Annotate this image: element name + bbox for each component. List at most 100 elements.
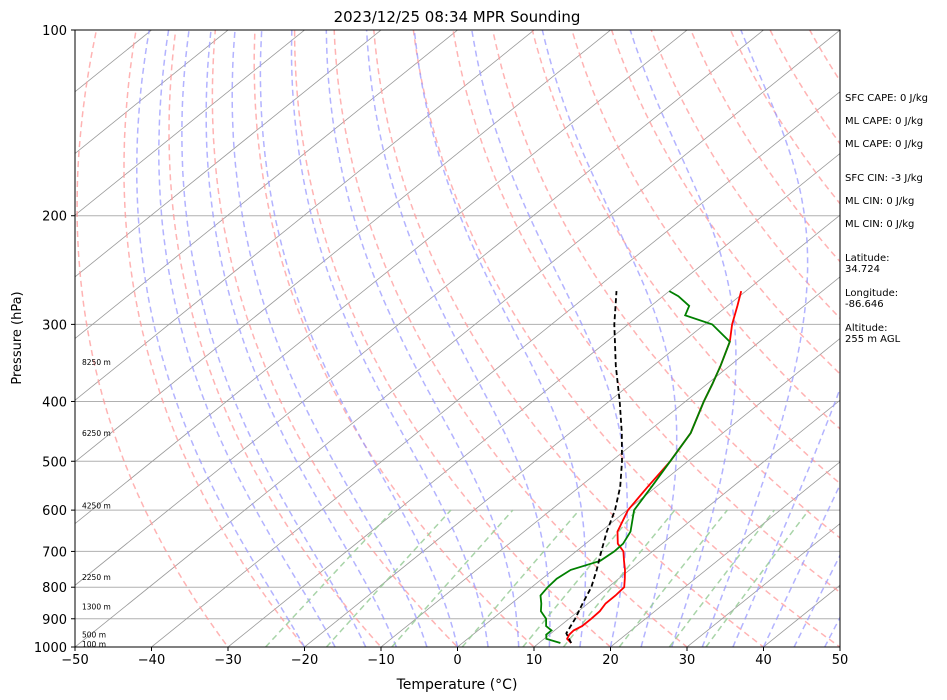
y-tick-label: 800 xyxy=(42,581,67,596)
dry-adiabat-line xyxy=(920,16,947,660)
temperature-profile-line xyxy=(566,290,743,644)
dry-adiabat-line xyxy=(211,30,459,647)
mixing-ratio-line xyxy=(391,509,514,647)
moist-adiabat-line xyxy=(205,30,398,647)
ml-cape-text-2: ML CAPE: 0 J/kg xyxy=(845,139,924,150)
dry-adiabat-line xyxy=(373,30,765,647)
height-label: 6250 m xyxy=(82,429,111,438)
y-tick-label: 400 xyxy=(42,395,67,410)
y-tick-label: 900 xyxy=(42,613,67,628)
ml-cin-text-2: ML CIN: 0 J/kg xyxy=(845,219,915,230)
isotherm-line xyxy=(75,30,688,525)
height-label: 500 m xyxy=(82,631,106,640)
y-tick-label: 200 xyxy=(42,210,67,225)
isotherm-line xyxy=(75,30,765,586)
mixing-ratio-line xyxy=(461,509,580,647)
moist-adiabat-line xyxy=(136,30,306,647)
moist-adiabat-line xyxy=(290,30,489,647)
height-label: 2250 m xyxy=(82,573,111,582)
dry-adiabat-line xyxy=(293,30,612,647)
ml-cin-text: ML CIN: 0 J/kg xyxy=(845,196,915,207)
isotherm-line xyxy=(303,214,840,647)
isotherm-line xyxy=(227,152,840,647)
moist-adiabat-line xyxy=(413,30,587,647)
moist-adiabat-line xyxy=(365,30,551,647)
parcel-profile-line xyxy=(565,291,623,644)
y-tick-label: 700 xyxy=(42,545,67,560)
isotherm-line xyxy=(75,30,306,216)
y-tick-label: 300 xyxy=(42,318,67,333)
dry-adiabat-line xyxy=(689,30,840,263)
x-tick-label: 30 xyxy=(679,653,696,668)
isotherm-line xyxy=(75,30,382,278)
x-tick-label: −10 xyxy=(367,653,394,668)
background-lines xyxy=(75,16,947,660)
isotherm-line xyxy=(533,399,840,647)
chart-title: 2023/12/25 08:34 MPR Sounding xyxy=(334,8,581,26)
moist-adiabat-line xyxy=(471,30,629,647)
isotherm-line xyxy=(380,276,840,647)
x-tick-label: 10 xyxy=(526,653,543,668)
dewpoint-profile-line xyxy=(539,290,731,644)
x-tick-label: 50 xyxy=(832,653,849,668)
y-tick-label: 500 xyxy=(42,455,67,470)
height-label: 8250 m xyxy=(82,358,111,367)
isotherm-line xyxy=(75,30,535,401)
sfc-cape-text: SFC CAPE: 0 J/kg xyxy=(845,93,928,104)
altitude-label: Altitude: xyxy=(845,323,888,334)
data-lines xyxy=(539,290,743,644)
y-tick-label: 100 xyxy=(42,24,67,39)
mixing-ratio-line xyxy=(668,509,775,647)
y-tick-label: 1000 xyxy=(34,641,67,656)
mixing-ratio-line xyxy=(325,509,452,647)
x-tick-label: −20 xyxy=(291,653,318,668)
mixing-ratio-line xyxy=(618,509,728,647)
x-tick-label: 20 xyxy=(602,653,619,668)
y-tick-label: 600 xyxy=(42,504,67,519)
dry-adiabat-line xyxy=(76,30,229,647)
dry-adiabat-line xyxy=(253,30,536,647)
moist-adiabat-line xyxy=(231,30,428,647)
isotherm-line xyxy=(609,461,840,647)
x-tick-label: −30 xyxy=(214,653,241,668)
x-tick-label: −50 xyxy=(61,653,88,668)
x-axis-ticks: −50 −40 −30 −20 −10 0 10 20 30 40 50 xyxy=(61,647,848,668)
x-tick-label: 40 xyxy=(755,653,772,668)
sfc-cin-text: SFC CIN: -3 J/kg xyxy=(845,173,923,184)
mixing-ratio-line xyxy=(522,509,638,647)
dry-adiabat-line xyxy=(168,30,383,647)
isotherm-line xyxy=(686,523,840,647)
isotherm-line xyxy=(150,91,840,647)
x-tick-label: −40 xyxy=(138,653,165,668)
height-label: 4250 m xyxy=(82,502,111,511)
moist-adiabat-line xyxy=(629,30,737,647)
isotherm-line xyxy=(456,338,840,647)
moist-adiabat-line xyxy=(732,386,840,647)
moist-adiabat-line xyxy=(325,30,520,647)
isotherm-line xyxy=(75,30,229,154)
ml-cape-text: ML CAPE: 0 J/kg xyxy=(845,116,924,127)
x-tick-label: 0 xyxy=(453,653,461,668)
y-axis-ticks: 100 200 300 400 500 600 700 800 900 1000 xyxy=(34,24,75,656)
moist-adiabat-line xyxy=(259,30,459,647)
dry-adiabat-line xyxy=(452,30,840,594)
y-axis-label: Pressure (hPa) xyxy=(10,291,25,384)
moist-adiabat-line xyxy=(701,30,809,647)
dry-adiabat-line xyxy=(412,30,840,647)
dry-adiabat-line xyxy=(123,30,306,647)
mixing-ratio-line xyxy=(265,509,394,647)
latitude-label: Latitude: xyxy=(845,253,890,264)
isotherm-line xyxy=(75,30,459,340)
dry-adiabat-line xyxy=(650,30,840,320)
moist-adiabat-line xyxy=(181,30,367,647)
moist-adiabat-line xyxy=(158,30,336,647)
longitude-value: -86.646 xyxy=(845,299,884,310)
height-label: 1300 m xyxy=(82,603,111,612)
isotherm-line xyxy=(75,30,840,647)
height-label: 100 m xyxy=(82,640,106,649)
longitude-label: Longitude: xyxy=(845,288,899,299)
latitude-value: 34.724 xyxy=(845,264,880,275)
altitude-value: 255 m AGL xyxy=(845,334,901,345)
